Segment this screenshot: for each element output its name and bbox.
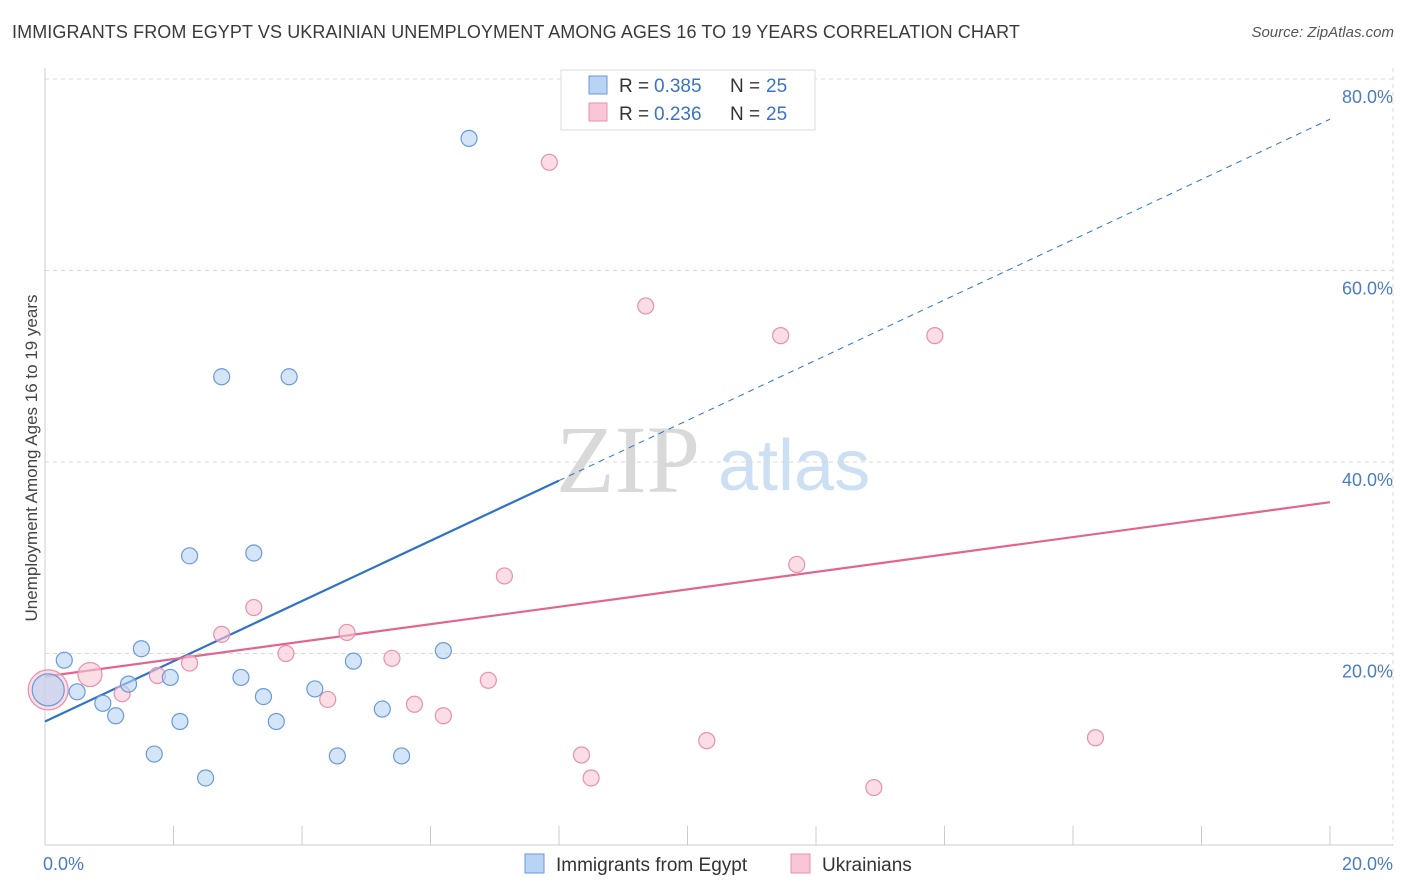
legend-n-value-egypt: 25 xyxy=(766,76,787,97)
point-egypt-13 xyxy=(232,668,250,687)
trend-line-egypt-extrapolated xyxy=(558,118,1331,482)
point-egypt-7 xyxy=(145,745,163,763)
point-ukraine-16 xyxy=(572,746,591,764)
point-ukraine-7 xyxy=(277,644,295,663)
point-egypt-2 xyxy=(68,683,86,701)
legend-r-label-egypt: R = xyxy=(619,76,649,97)
point-egypt-9 xyxy=(171,712,189,731)
point-egypt-3 xyxy=(94,694,112,712)
point-ukraine-12 xyxy=(434,707,452,725)
point-egypt-14 xyxy=(245,544,263,562)
point-ukraine-22 xyxy=(865,778,883,797)
legend-r-label-ukraine: R = xyxy=(619,104,649,125)
point-egypt-24 xyxy=(460,129,478,147)
bottom-legend-swatch-ukraine xyxy=(790,853,811,874)
point-ukraine-13 xyxy=(479,671,497,689)
y-axis-label: Unemployment Among Ages 16 to 19 years xyxy=(22,295,41,622)
point-ukraine-18 xyxy=(637,297,655,315)
point-ukraine-19 xyxy=(698,732,716,750)
data-points xyxy=(27,129,1105,797)
y-tick-label-0: 20.0% xyxy=(1342,662,1393,682)
legend-r-value-egypt: 0.385 xyxy=(654,76,702,97)
bottom-legend-label-ukraine: Ukrainians xyxy=(822,855,912,876)
point-ukraine-5 xyxy=(213,625,231,643)
point-ukraine-23 xyxy=(926,327,944,345)
point-egypt-6 xyxy=(132,640,150,658)
legend-n-label-ukraine: N = xyxy=(730,104,760,125)
point-ukraine-17 xyxy=(582,769,600,787)
bottom-legend-swatch-egypt xyxy=(524,853,545,874)
point-egypt-17 xyxy=(280,368,298,386)
point-egypt-12 xyxy=(213,368,231,386)
point-ukraine-8 xyxy=(319,690,337,709)
point-egypt-18 xyxy=(306,680,324,698)
point-ukraine-21 xyxy=(788,555,806,574)
legend-n-label-egypt: N = xyxy=(730,76,760,97)
point-ukraine-4 xyxy=(180,654,199,672)
point-egypt-16 xyxy=(267,712,285,731)
point-egypt-8 xyxy=(161,668,179,687)
x-tick-label-0: 0.0% xyxy=(43,854,84,874)
y-tick-label-2: 60.0% xyxy=(1342,279,1393,299)
point-ukraine-6 xyxy=(245,598,263,617)
legend-n-value-ukraine: 25 xyxy=(766,104,787,125)
point-egypt-10 xyxy=(180,547,199,565)
bottom-legend-label-egypt: Immigrants from Egypt xyxy=(556,855,748,876)
point-ukraine-20 xyxy=(772,327,790,345)
legend-r-value-ukraine: 0.236 xyxy=(654,104,702,125)
point-egypt-23 xyxy=(434,642,452,660)
point-egypt-1 xyxy=(55,651,73,669)
legend-swatch-egypt xyxy=(588,75,608,95)
source-label: Source: ZipAtlas.com xyxy=(1251,24,1394,41)
point-egypt-11 xyxy=(197,769,215,787)
legend-swatch-ukraine xyxy=(588,102,608,122)
point-ukraine-11 xyxy=(405,695,424,713)
point-egypt-0 xyxy=(31,673,65,707)
tick-labels: 20.0% 40.0% 60.0% 80.0% 0.0% 20.0% xyxy=(43,87,1393,874)
point-egypt-5 xyxy=(119,675,138,693)
x-tick-label-1: 20.0% xyxy=(1342,854,1393,874)
point-egypt-21 xyxy=(373,700,391,718)
point-egypt-4 xyxy=(107,707,125,725)
axes xyxy=(44,68,1393,846)
watermark-atlas: atlas xyxy=(718,426,870,506)
point-ukraine-24 xyxy=(1086,729,1105,747)
point-ukraine-9 xyxy=(338,623,356,642)
watermark-zip: ZIP xyxy=(556,406,700,513)
point-ukraine-10 xyxy=(383,649,401,667)
point-ukraine-14 xyxy=(495,567,513,585)
point-ukraine-15 xyxy=(540,153,558,171)
watermark: ZIP atlas xyxy=(556,406,870,513)
legend: R = 0.385 N = 25 R = 0.236 N = 25 xyxy=(560,69,816,131)
point-egypt-20 xyxy=(344,652,362,670)
bottom-legend: Immigrants from Egypt Ukrainians xyxy=(524,853,912,876)
point-egypt-19 xyxy=(328,747,346,765)
chart-title: IMMIGRANTS FROM EGYPT VS UKRAINIAN UNEMP… xyxy=(12,22,1020,42)
point-ukraine-1 xyxy=(77,661,103,688)
y-tick-label-1: 40.0% xyxy=(1342,470,1393,490)
y-tick-label-3: 80.0% xyxy=(1342,87,1393,107)
point-egypt-15 xyxy=(254,687,273,706)
point-egypt-22 xyxy=(392,747,411,765)
trend-line-ukraine xyxy=(44,501,1331,678)
